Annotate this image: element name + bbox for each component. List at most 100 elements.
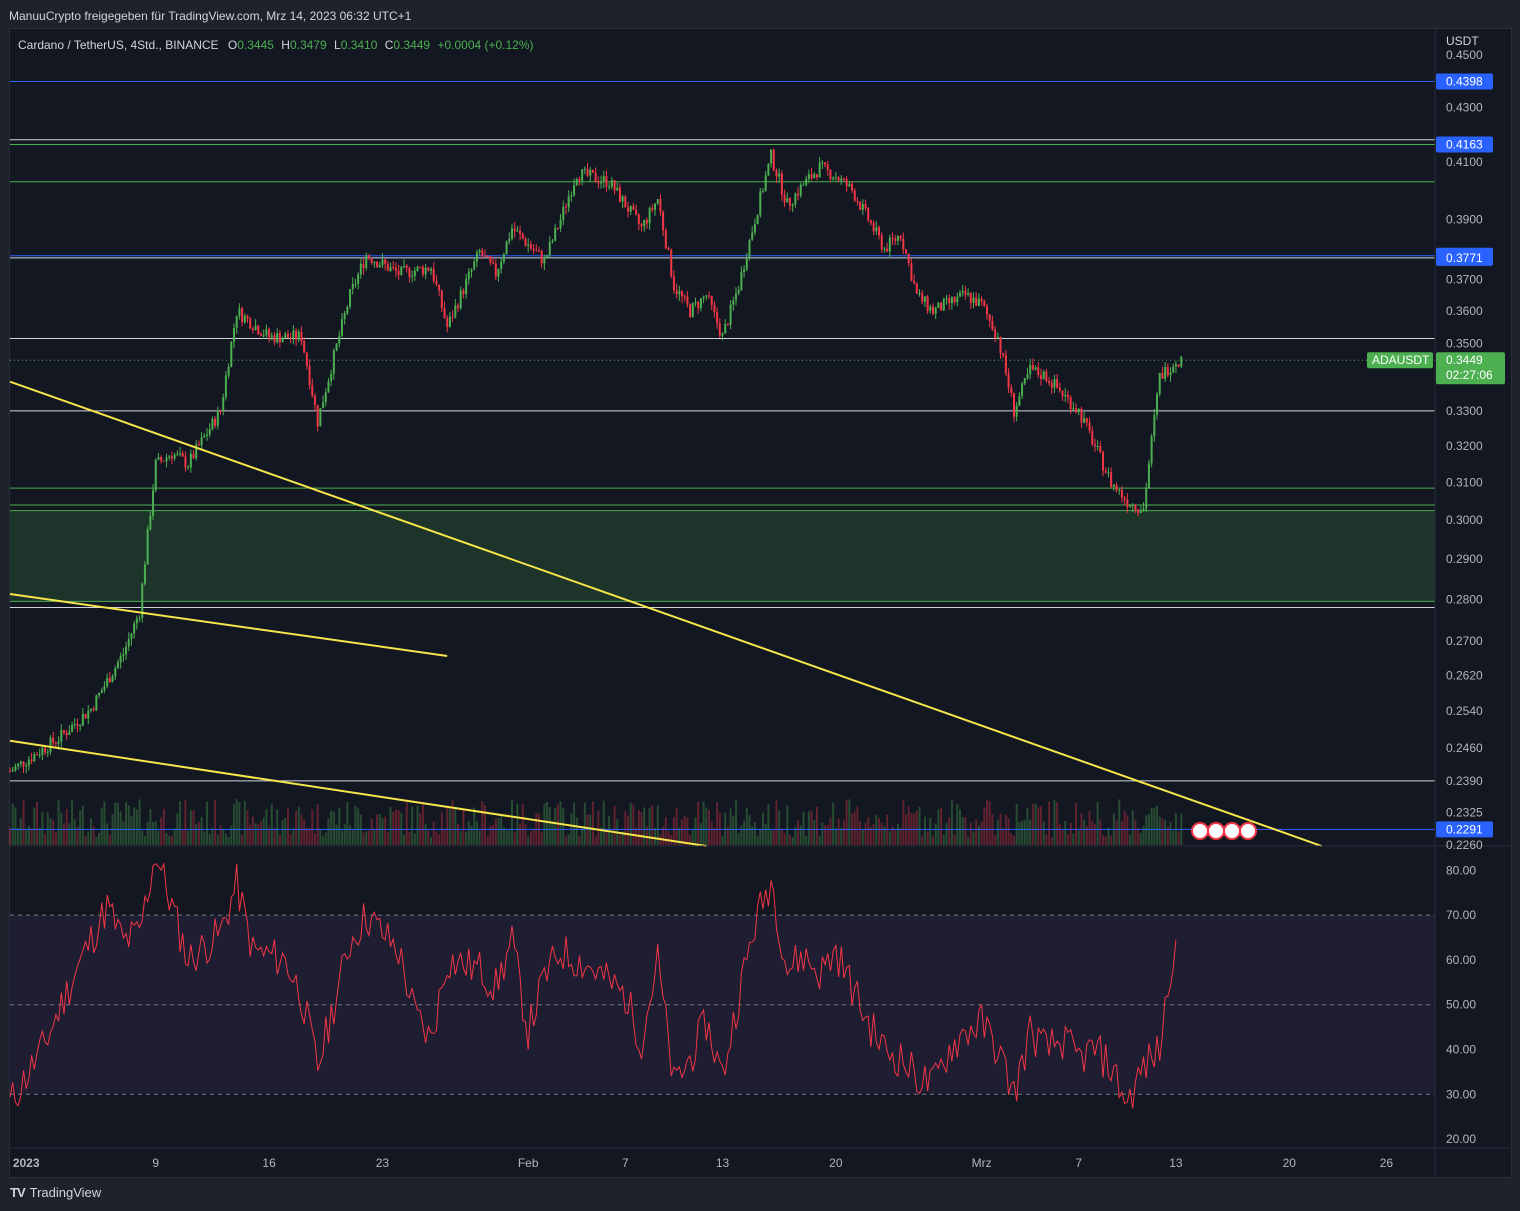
volume-bar xyxy=(1031,803,1034,845)
trendline[interactable] xyxy=(9,380,1322,847)
volume-bar xyxy=(888,831,891,845)
candle-body xyxy=(535,250,538,252)
candle-body xyxy=(9,771,11,773)
candle-body xyxy=(918,293,921,295)
volume-bar xyxy=(937,809,940,845)
event-flag-icon[interactable] xyxy=(1239,822,1257,840)
candle-body xyxy=(197,444,200,446)
volume-bar xyxy=(87,831,90,845)
volume-bar xyxy=(961,817,964,845)
candle-body xyxy=(605,176,608,187)
candle-body xyxy=(52,737,55,743)
price-tick-label: 0.4300 xyxy=(1446,100,1483,114)
volume-bar xyxy=(362,832,365,845)
candle-body xyxy=(654,203,657,210)
time-tick-label: 13 xyxy=(1169,1156,1183,1170)
symbol-label[interactable]: Cardano / TetherUS, 4Std., BINANCE xyxy=(18,38,219,52)
volume-bar xyxy=(459,831,462,845)
volume-bar xyxy=(270,804,273,845)
candle-body xyxy=(60,730,63,742)
volume-bar xyxy=(510,799,513,845)
volume-bar xyxy=(759,829,762,845)
candle-body xyxy=(489,256,492,263)
candle-body xyxy=(1096,446,1099,448)
trendline[interactable] xyxy=(9,592,448,657)
candle-body xyxy=(1156,393,1159,415)
candle-body xyxy=(1177,364,1180,367)
candle-body xyxy=(394,267,397,271)
volume-bar xyxy=(994,835,997,845)
volume-bar xyxy=(149,808,152,845)
volume-bar xyxy=(519,823,522,845)
candle-body xyxy=(30,759,33,762)
volume-bar xyxy=(340,830,343,845)
volume-bar xyxy=(1107,827,1110,845)
change-value: +0.0004 (+0.12%) xyxy=(437,38,534,52)
volume-bar xyxy=(484,805,486,845)
event-flag-icon[interactable] xyxy=(1223,822,1241,840)
volume-bar xyxy=(114,802,117,845)
volume-bar xyxy=(891,826,894,845)
candle-body xyxy=(357,274,360,284)
candle-body xyxy=(295,330,298,340)
candle-body xyxy=(1023,378,1026,384)
volume-bar xyxy=(1050,836,1053,845)
candle-body xyxy=(316,404,319,427)
candle-body xyxy=(683,296,686,298)
candle-body xyxy=(327,381,330,393)
candle-body xyxy=(192,453,195,459)
volume-bar xyxy=(273,828,276,845)
volume-bar xyxy=(554,808,557,845)
candle-body xyxy=(610,180,613,187)
volume-bar xyxy=(815,807,818,845)
candle-body xyxy=(324,392,327,403)
volume-bar xyxy=(216,835,219,845)
volume-bar xyxy=(564,836,567,845)
volume-bar xyxy=(756,835,759,845)
footer-brand[interactable]: TV TradingView xyxy=(10,1185,101,1200)
volume-bar xyxy=(613,806,616,845)
candle-body xyxy=(896,235,899,241)
event-flag-icon[interactable] xyxy=(1191,822,1209,840)
volume-bar xyxy=(708,809,711,845)
volume-bar xyxy=(89,818,92,845)
candle-body xyxy=(1093,444,1096,447)
volume-bar xyxy=(76,826,79,845)
volume-bar xyxy=(1021,820,1024,845)
volume-bar xyxy=(462,810,465,845)
volume-bar xyxy=(60,812,63,845)
candle-body xyxy=(932,306,935,314)
candle-body xyxy=(1099,446,1102,452)
candle-body xyxy=(257,325,260,334)
candle-body xyxy=(627,207,630,212)
candle-body xyxy=(241,308,244,322)
volume-bar xyxy=(103,801,106,845)
price-tick-label: 0.3300 xyxy=(1446,404,1483,418)
trendline[interactable] xyxy=(9,739,707,848)
candle-body xyxy=(645,220,648,224)
candle-body xyxy=(292,330,295,338)
event-flag-icon[interactable] xyxy=(1207,822,1225,840)
candle-body xyxy=(276,333,279,343)
volume-bar xyxy=(1104,836,1107,845)
candle-body xyxy=(780,173,783,195)
high-value: 0.3479 xyxy=(289,38,327,52)
volume-bar xyxy=(788,834,791,845)
volume-bar xyxy=(1045,834,1048,845)
volume-bar xyxy=(508,830,511,845)
candle-body xyxy=(81,713,84,726)
candle-body xyxy=(1150,436,1153,464)
candle-body xyxy=(942,299,945,311)
candle-body xyxy=(797,193,800,196)
candle-body xyxy=(1104,470,1107,473)
candle-body xyxy=(640,224,643,227)
candle-body xyxy=(41,747,44,755)
volume-bar xyxy=(794,826,797,845)
candle-body xyxy=(1061,390,1064,397)
candle-body xyxy=(583,168,586,170)
candle-body xyxy=(705,295,708,297)
volume-bar xyxy=(189,810,192,845)
time-tick-label: Feb xyxy=(518,1156,539,1170)
candle-body xyxy=(573,185,576,196)
